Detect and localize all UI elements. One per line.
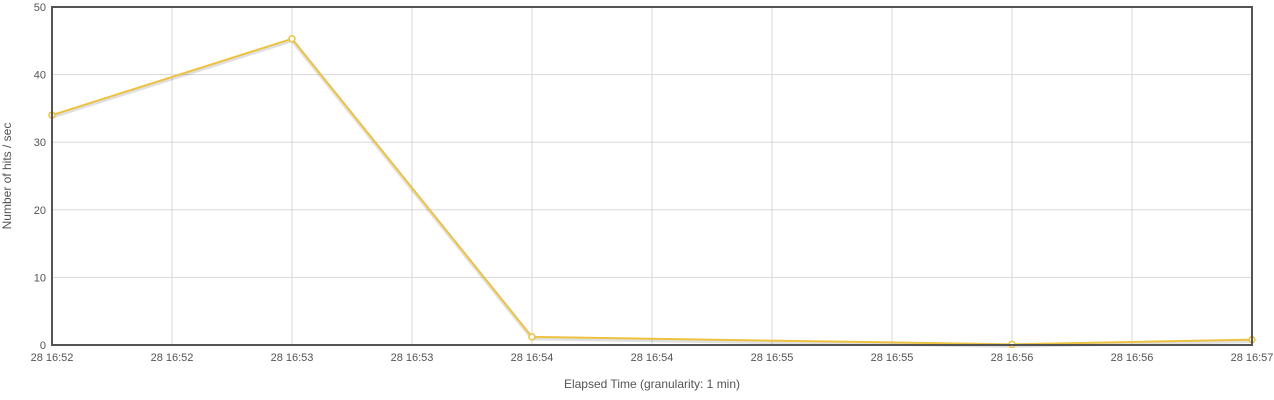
x-tick-label: 28 16:54 — [631, 352, 674, 364]
data-point[interactable] — [528, 333, 536, 341]
x-axis-ticks: 28 16:52 28 16:52 28 16:53 28 16:53 28 16:54… — [31, 352, 1274, 364]
x-tick-label: 28 16:52 — [31, 352, 74, 364]
x-tick-label: 28 16:56 — [1111, 352, 1154, 364]
x-tick-label: 28 16:53 — [271, 352, 314, 364]
y-axis-title: Number of hits / sec — [0, 123, 14, 230]
grid — [51, 6, 1253, 346]
y-tick-label: 50 — [34, 2, 46, 14]
x-tick-label: 28 16:54 — [511, 352, 554, 364]
x-tick-label: 28 16:52 — [151, 352, 194, 364]
plot-frame — [51, 6, 1253, 346]
y-tick-label: 30 — [34, 137, 46, 149]
x-tick-label: 28 16:53 — [391, 352, 434, 364]
x-tick-label: 28 16:57 — [1231, 352, 1274, 364]
y-axis-ticks: 0 10 20 30 40 50 — [34, 2, 46, 352]
data-point[interactable] — [288, 35, 296, 43]
y-tick-label: 40 — [34, 70, 46, 82]
x-axis-title: Elapsed Time (granularity: 1 min) — [564, 377, 740, 391]
y-tick-label: 20 — [34, 205, 46, 217]
y-tick-label: 10 — [34, 272, 46, 284]
x-tick-label: 28 16:55 — [751, 352, 794, 364]
y-tick-label: 0 — [40, 340, 46, 352]
x-tick-label: 28 16:55 — [871, 352, 914, 364]
x-tick-label: 28 16:56 — [991, 352, 1034, 364]
